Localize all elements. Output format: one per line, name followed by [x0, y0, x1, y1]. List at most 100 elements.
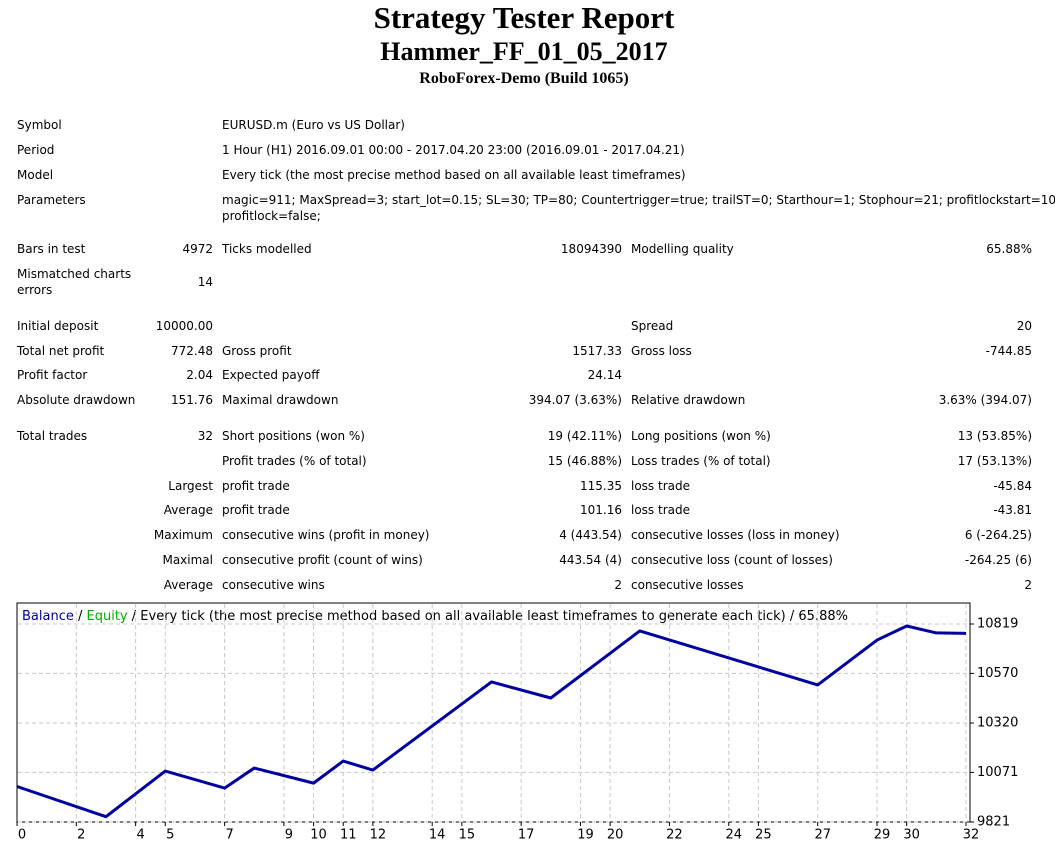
x-tick-label: 5 [166, 828, 174, 843]
cell-value: 394.07 (3.63%) [528, 393, 622, 407]
x-tick-label: 14 [429, 828, 446, 843]
cell-value: 2 [614, 578, 622, 592]
cell-value: 3.63% (394.07) [938, 393, 1032, 407]
cell-value: 4972 [182, 242, 213, 256]
cell-value: 18094390 [560, 242, 622, 256]
cell-label: Ticks modelled [222, 242, 312, 256]
cell-value: 2.04 [186, 368, 213, 382]
cell-label: profit trade [222, 503, 290, 517]
cell-value: 13 (53.85%) [957, 429, 1032, 443]
cell-value: 17 (53.13%) [957, 454, 1032, 468]
x-tick-label: 2 [77, 828, 85, 843]
x-tick-label: 7 [225, 828, 233, 843]
legend-entry: Equity [87, 609, 128, 624]
y-tick-label: 10320 [977, 716, 1018, 731]
legend-entry: Balance [22, 609, 74, 624]
report-subtitle: Hammer_FF_01_05_2017 [380, 37, 668, 66]
cell-label: Every tick (the most precise method base… [222, 168, 686, 182]
cell-label: Model [17, 168, 54, 182]
cell-label: Profit trades (% of total) [222, 454, 367, 468]
cell-label: consecutive profit (count of wins) [222, 553, 423, 567]
cell-label: Gross profit [222, 344, 292, 358]
cell-label: Parameters [17, 193, 86, 207]
x-tick-label: 25 [755, 828, 772, 843]
cell-value: 443.54 (4) [559, 553, 622, 567]
cell-label: EURUSD.m (Euro vs US Dollar) [222, 118, 405, 132]
x-tick-label: 22 [666, 828, 683, 843]
cell-label: Relative drawdown [631, 393, 746, 407]
legend: Balance / Equity / Every tick (the most … [22, 609, 848, 624]
cell-label: consecutive loss (count of losses) [631, 553, 833, 567]
balance-line [16, 624, 967, 819]
cell-value: 19 (42.11%) [547, 429, 622, 443]
cell-value: 24.14 [587, 368, 622, 382]
cell-value: -264.25 (6) [964, 553, 1032, 567]
cell-label: Spread [631, 319, 674, 333]
y-tick-label: 10819 [977, 617, 1018, 632]
cell-label: Total net profit [17, 344, 105, 358]
cell-value: -45.84 [993, 479, 1032, 493]
x-tick-label: 20 [607, 828, 624, 843]
cell-line: magic=911; MaxSpread=3; start_lot=0.15; … [222, 193, 1055, 207]
cell-value: 4 (443.54) [559, 528, 622, 542]
cell-label: profit trade [222, 479, 290, 493]
cell-label: magic=911; MaxSpread=3; start_lot=0.15; … [222, 192, 1055, 224]
cell-label: loss trade [631, 479, 690, 493]
cell-value: Maximal [162, 553, 213, 567]
cell-label: loss trade [631, 503, 690, 517]
server: RoboForex-Demo (Build 1065) [419, 70, 629, 87]
x-tick-label: 17 [518, 828, 535, 843]
cell-label: Loss trades (% of total) [631, 454, 771, 468]
cell-value: 65.88% [986, 242, 1032, 256]
cell-label: Long positions (won %) [631, 429, 771, 443]
cell-label: consecutive losses [631, 578, 744, 592]
cell-label: Gross loss [631, 344, 692, 358]
cell-value: 772.48 [171, 344, 213, 358]
cell-value: 32 [197, 429, 213, 443]
x-tick-label: 11 [340, 828, 357, 843]
y-tick-label: 9821 [977, 815, 1010, 830]
cell-label: Short positions (won %) [222, 429, 365, 443]
x-tick-label: 10 [310, 828, 327, 843]
cell-value: Average [163, 503, 213, 517]
cell-label: Expected payoff [222, 368, 320, 382]
cell-value: -43.81 [993, 503, 1032, 517]
cell-value: 10000.00 [155, 319, 213, 333]
cell-label: Bars in test [17, 242, 86, 256]
cell-value: 14 [197, 275, 213, 289]
cell-label: Maximal drawdown [222, 393, 339, 407]
cell-label: Absolute drawdown [17, 393, 136, 407]
x-tick-label: 19 [577, 828, 594, 843]
report-title: Strategy Tester Report [373, 0, 675, 35]
cell-value: Maximum [153, 528, 213, 542]
cell-label: consecutive wins [222, 578, 325, 592]
cell-value: 115.35 [580, 479, 622, 493]
cell-label: Symbol [17, 118, 62, 132]
y-tick-label: 10071 [977, 765, 1018, 780]
cell-value: 6 (-264.25) [964, 528, 1032, 542]
cell-value: Average [163, 578, 213, 592]
cell-label: consecutive wins (profit in money) [222, 528, 430, 542]
x-tick-label: 30 [903, 828, 920, 843]
cell-line: profitlock=false; [222, 209, 321, 223]
cell-value: 15 (46.88%) [547, 454, 622, 468]
cell-value: 101.16 [580, 503, 622, 517]
cell-label: Modelling quality [631, 242, 734, 256]
y-tick-label: 10570 [977, 666, 1018, 681]
cell-value: Largest [168, 479, 213, 493]
cell-value: 1517.33 [572, 344, 622, 358]
cell-label: 1 Hour (H1) 2016.09.01 00:00 - 2017.04.2… [222, 143, 685, 157]
cell-line: Mismatched charts [17, 267, 132, 281]
cell-value: 2 [1024, 578, 1032, 592]
x-tick-label: 9 [285, 828, 293, 843]
cell-value: -744.85 [985, 344, 1032, 358]
cell-label: consecutive losses (loss in money) [631, 528, 840, 542]
chart: Balance / Equity / Every tick (the most … [16, 602, 1018, 843]
cell-label: Period [17, 143, 55, 157]
x-tick-label: 15 [459, 828, 476, 843]
cell-line: errors [17, 283, 53, 297]
cell-value: 20 [1016, 319, 1032, 333]
x-tick-label: 24 [725, 828, 742, 843]
quality: 65.88% [798, 609, 848, 624]
